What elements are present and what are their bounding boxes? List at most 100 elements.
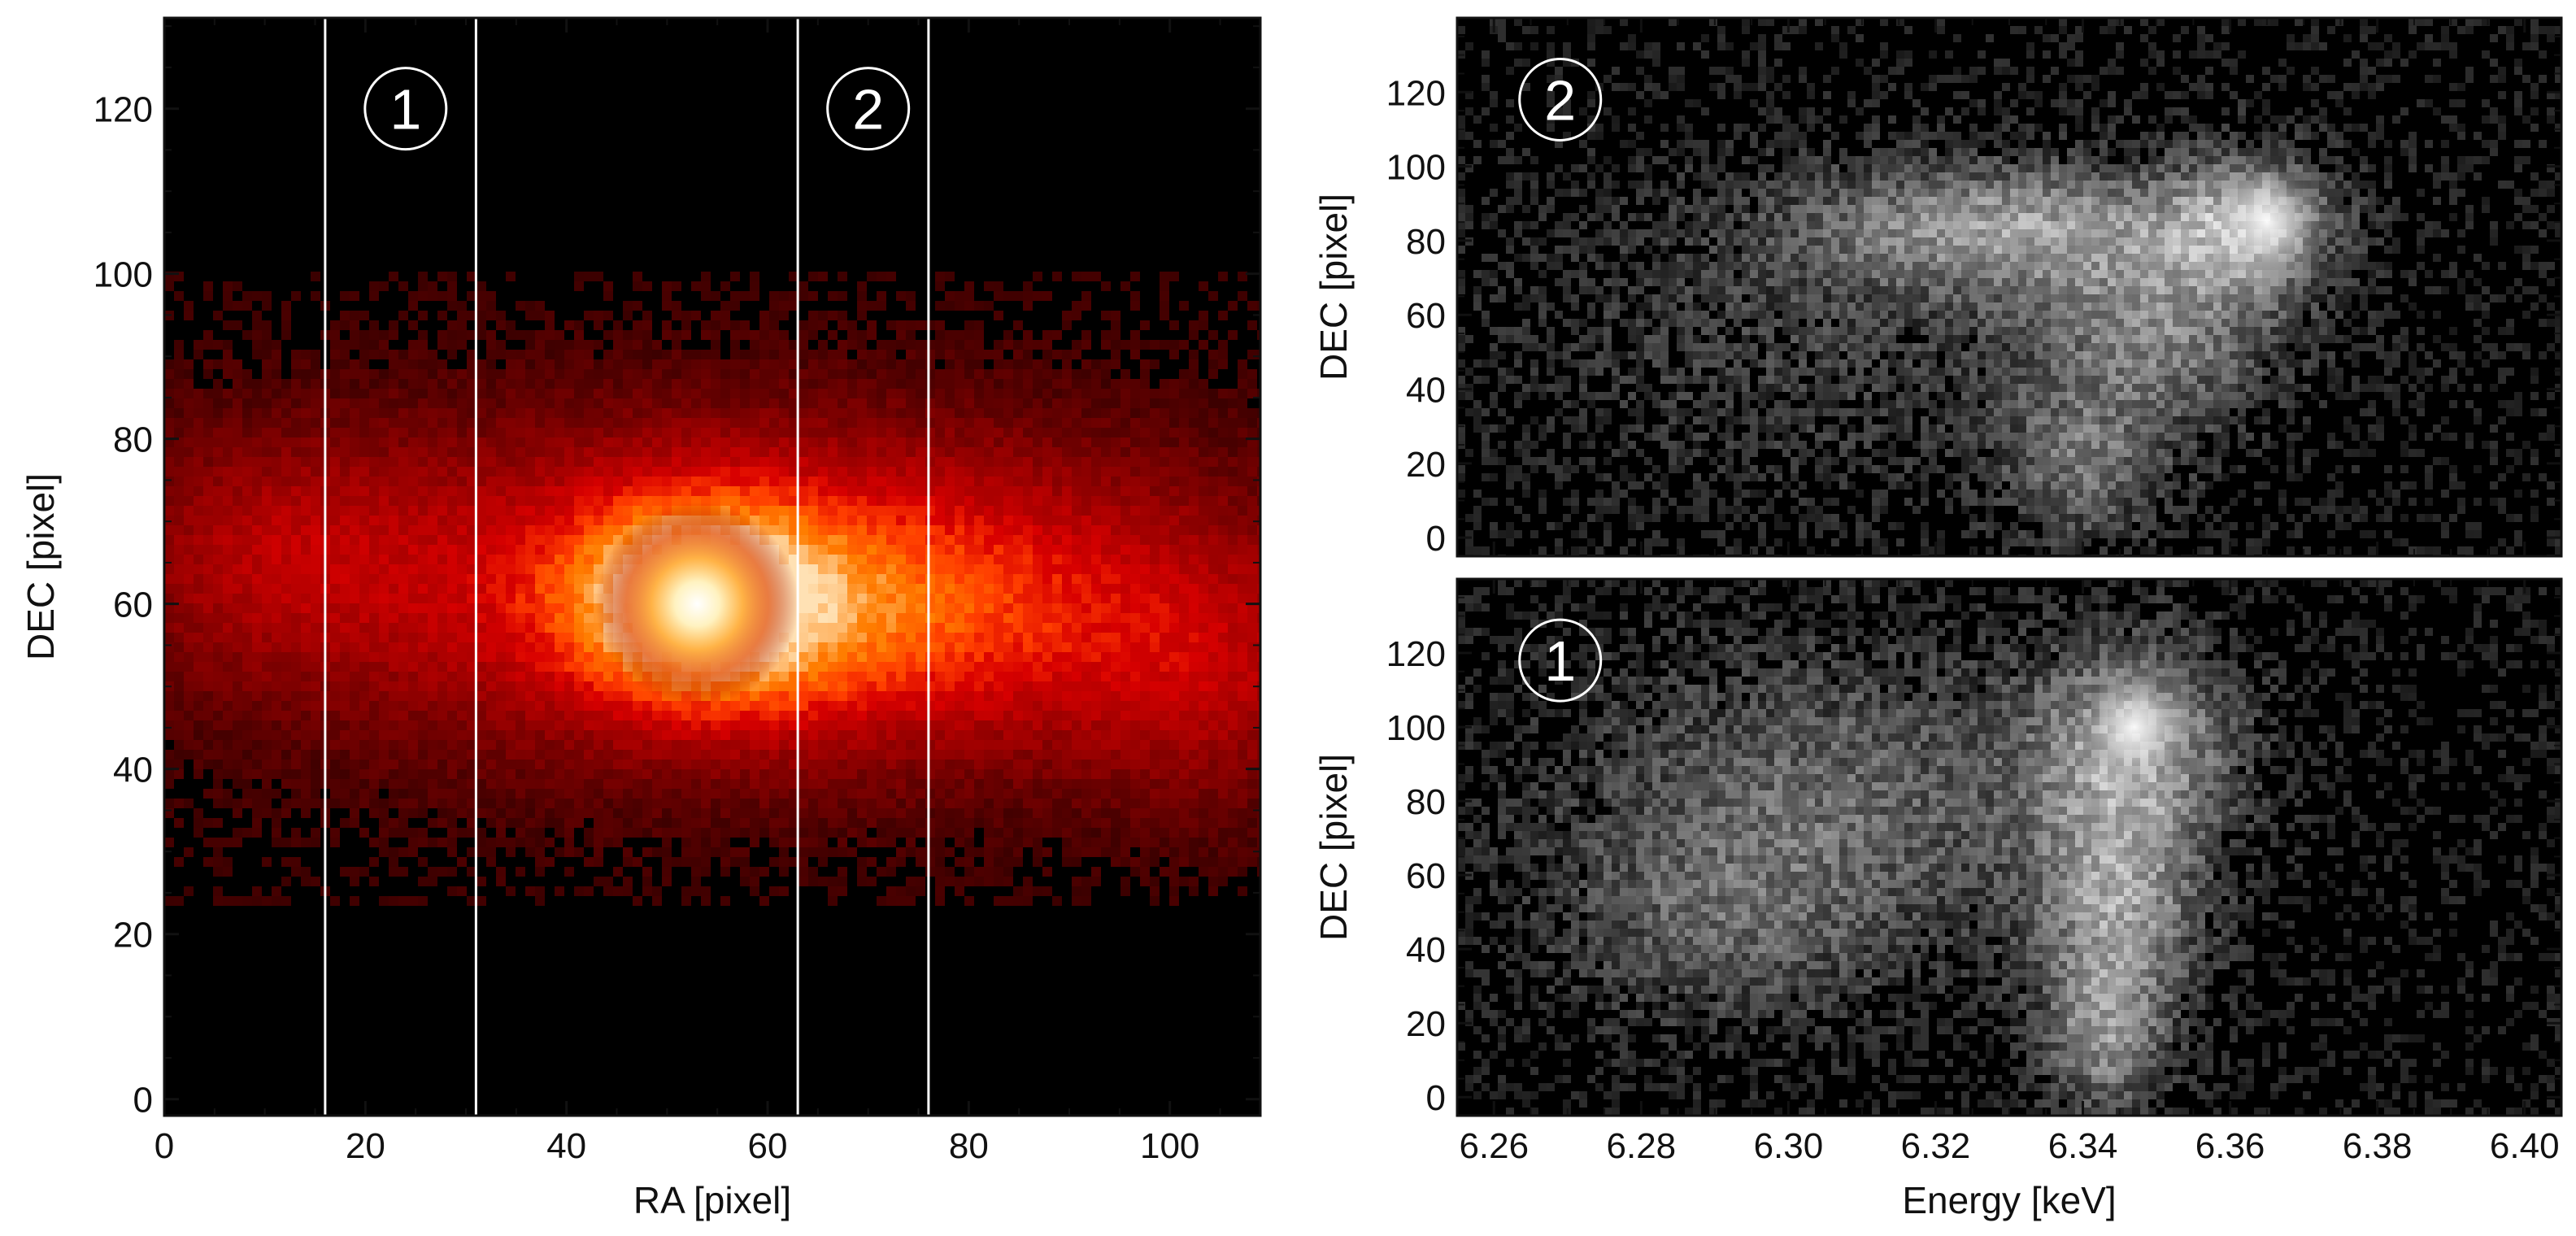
ra-dec-pixel — [447, 340, 457, 350]
ra-dec-pixel — [555, 359, 564, 369]
ra-dec-pixel — [916, 759, 925, 769]
ra-dec-pixel — [857, 642, 867, 652]
ra-dec-pixel — [311, 691, 320, 701]
ra-dec-pixel — [359, 720, 369, 730]
ra-dec-pixel — [769, 691, 779, 701]
ra-dec-pixel — [730, 799, 740, 808]
ra-dec-pixel — [350, 896, 359, 906]
ra-dec-pixel — [740, 720, 750, 730]
ra-dec-pixel — [838, 828, 847, 838]
ra-dec-pixel — [701, 750, 711, 759]
ra-dec-pixel — [974, 711, 984, 720]
ra-dec-pixel — [857, 623, 867, 633]
ra-dec-pixel — [564, 867, 574, 877]
ra-dec-pixel — [389, 428, 398, 437]
ra-dec-pixel — [867, 808, 877, 818]
ra-dec-pixel — [213, 847, 223, 857]
ra-dec-pixel — [603, 379, 613, 389]
ra-dec-pixel — [564, 847, 574, 857]
ra-dec-pixel — [691, 350, 701, 359]
ra-dec-pixel — [476, 681, 486, 691]
ra-dec-pixel — [623, 759, 633, 769]
ra-dec-pixel — [798, 506, 808, 516]
ra-dec-pixel — [896, 555, 906, 564]
ra-dec-pixel — [330, 437, 340, 447]
ra-dec-pixel — [818, 272, 828, 281]
ra-dec-pixel — [437, 701, 447, 711]
ra-dec-pixel — [213, 896, 223, 906]
ra-dec-pixel — [350, 525, 359, 535]
ra-dec-pixel — [379, 408, 389, 418]
ra-dec-pixel — [389, 457, 398, 467]
ra-dec-pixel — [291, 867, 301, 877]
ra-dec-pixel — [233, 740, 242, 750]
ra-dec-pixel — [886, 496, 896, 506]
ra-dec-pixel — [974, 594, 984, 603]
ra-dec-pixel — [340, 642, 350, 652]
ra-dec-pixel — [877, 828, 886, 838]
ra-dec-pixel — [925, 584, 935, 594]
ra-dec-pixel — [789, 379, 798, 389]
ra-dec-pixel — [584, 272, 594, 281]
ra-dec-pixel — [369, 623, 379, 633]
ra-dec-pixel — [916, 486, 925, 496]
ra-dec-pixel — [369, 838, 379, 847]
ra-dec-pixel — [262, 740, 272, 750]
ra-dec-pixel — [272, 486, 281, 496]
ra-dec-pixel — [789, 545, 798, 555]
ra-dec-pixel — [447, 730, 457, 740]
ra-dec-pixel — [1013, 398, 1023, 408]
ra-dec-pixel — [428, 477, 437, 486]
ra-dec-pixel — [555, 340, 564, 350]
ra-dec-pixel — [594, 701, 603, 711]
ra-dec-pixel — [925, 769, 935, 779]
ra-dec-pixel — [1003, 584, 1013, 594]
ra-dec-pixel — [174, 750, 184, 759]
ra-dec-pixel — [574, 759, 584, 769]
ra-dec-pixel — [369, 633, 379, 642]
ra-dec-pixel — [603, 730, 613, 740]
ra-dec-pixel — [174, 613, 184, 623]
ra-dec-pixel — [428, 535, 437, 545]
ra-dec-pixel — [252, 818, 262, 828]
ra-dec-pixel — [730, 437, 740, 447]
ra-dec-pixel — [203, 291, 213, 301]
ra-dec-pixel — [603, 330, 613, 340]
ra-dec-pixel — [681, 447, 691, 457]
ra-dec-pixel — [838, 291, 847, 301]
ra-dec-pixel — [1013, 320, 1023, 330]
ra-dec-pixel — [447, 418, 457, 428]
ra-dec-pixel — [808, 320, 818, 330]
ra-dec-pixel — [223, 545, 233, 555]
ra-dec-pixel — [437, 759, 447, 769]
ra-dec-pixel — [301, 467, 311, 477]
ra-dec-pixel — [838, 691, 847, 701]
ra-dec-pixel — [174, 799, 184, 808]
ra-dec-pixel — [916, 662, 925, 672]
ra-dec-pixel — [886, 759, 896, 769]
ra-dec-pixel — [789, 828, 798, 838]
ra-dec-pixel — [906, 838, 916, 847]
ra-dec-pixel — [691, 457, 701, 467]
ra-dec-pixel — [994, 379, 1003, 389]
ra-dec-pixel — [301, 691, 311, 701]
ra-dec-pixel — [633, 379, 642, 389]
ra-dec-pixel — [838, 769, 847, 779]
ra-dec-pixel — [603, 672, 613, 681]
ra-dec-pixel — [564, 545, 574, 555]
ra-dec-pixel — [984, 437, 994, 447]
ra-dec-pixel — [330, 320, 340, 330]
ra-dec-pixel — [769, 750, 779, 759]
ra-dec-pixel — [311, 603, 320, 613]
ra-dec-pixel — [262, 759, 272, 769]
ra-dec-pixel — [369, 291, 379, 301]
ra-dec-pixel — [408, 467, 418, 477]
ra-dec-pixel — [779, 779, 789, 789]
ra-dec-pixel — [408, 789, 418, 799]
ra-dec-pixel — [555, 437, 564, 447]
ra-dec-pixel — [828, 769, 838, 779]
ra-dec-pixel — [935, 730, 945, 740]
ra-dec-pixel — [525, 633, 535, 642]
ra-dec-pixel — [252, 720, 262, 730]
ra-dec-pixel — [272, 359, 281, 369]
